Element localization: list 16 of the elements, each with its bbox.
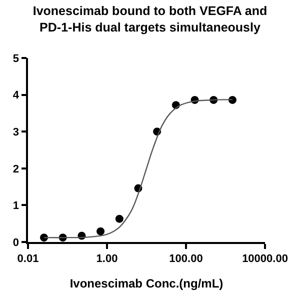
- y-tick-label: 5: [12, 52, 20, 65]
- point: [115, 214, 124, 223]
- y-tick-label: 2: [12, 163, 20, 176]
- x-tick-label: 10000.00: [242, 252, 288, 265]
- y-tick-label: 4: [12, 90, 20, 102]
- x-tick-label: 100.00: [169, 252, 203, 265]
- x-axis-title: Ivonescimab Conc.(ng/mL): [70, 276, 224, 290]
- y-tick-label: 0: [12, 236, 20, 249]
- chart-title: Ivonescimab bound to both VEGFA and PD-1-His dual targets simultaneously: [32, 4, 268, 34]
- y-tick-label: 3: [12, 126, 20, 138]
- y-tick-label: 1: [12, 200, 20, 212]
- point: [228, 96, 236, 104]
- x-tick-label: 1.00: [96, 252, 118, 265]
- point: [96, 227, 105, 236]
- point: [40, 234, 48, 242]
- x-tick-label: 0.01: [17, 252, 39, 265]
